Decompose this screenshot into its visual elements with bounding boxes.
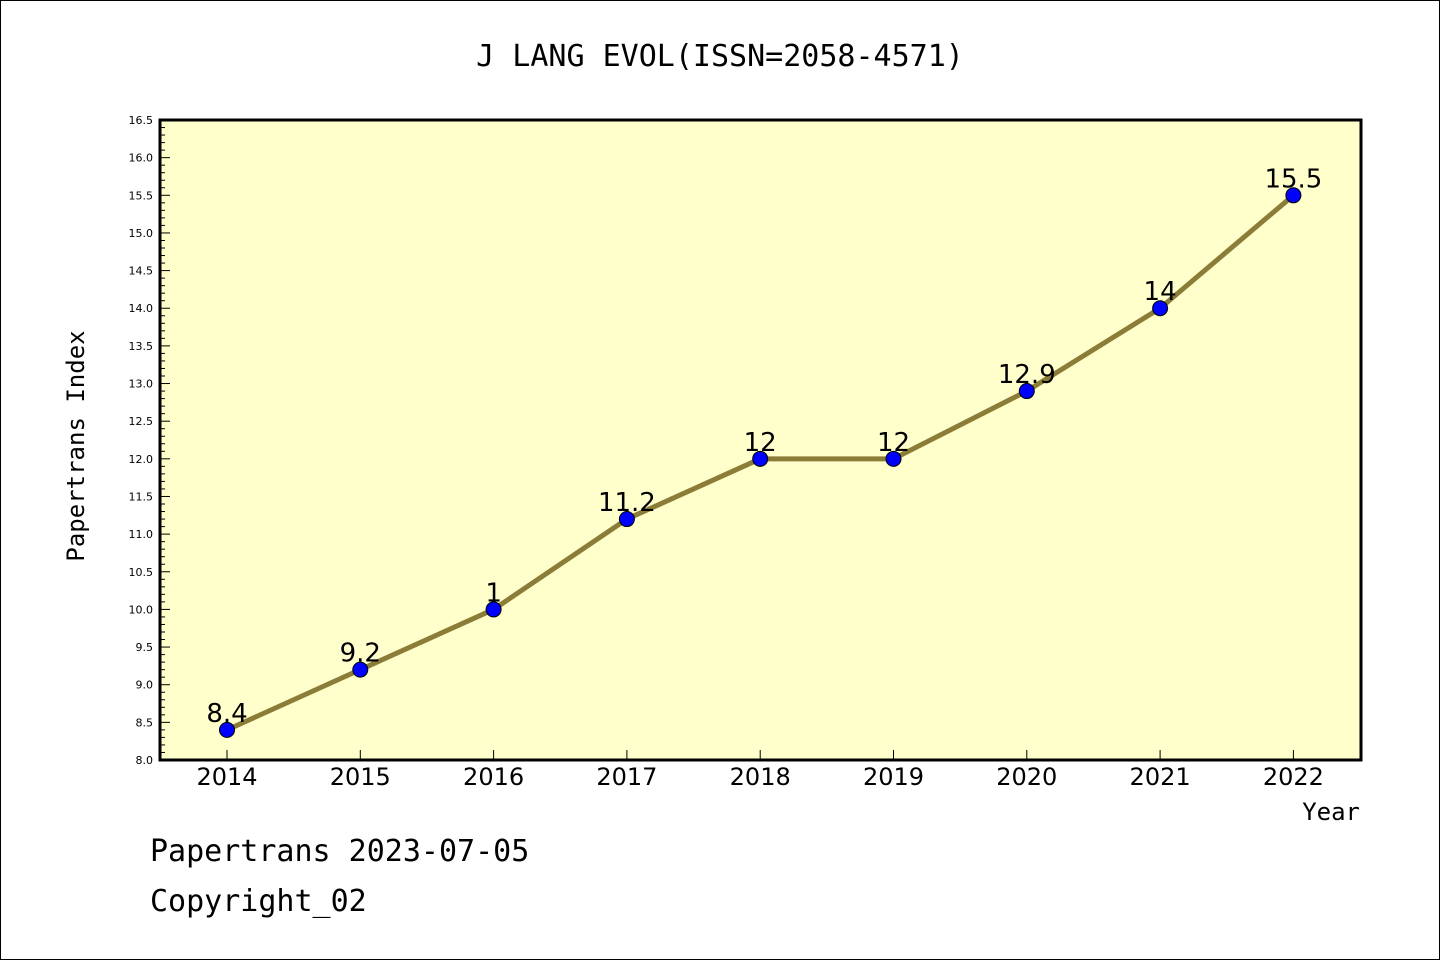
data-label: 15.5 [1264, 164, 1322, 194]
data-point [352, 661, 369, 678]
y-tick-label: 8.0 [136, 754, 154, 767]
data-label: 11.2 [598, 488, 656, 518]
footer-date-text: Papertrans 2023-07-05 [150, 834, 530, 869]
y-tick-label: 16.0 [129, 152, 154, 165]
y-tick-label: 9.5 [136, 641, 154, 654]
y-tick-label: 8.5 [136, 716, 154, 729]
data-point [618, 511, 635, 528]
y-tick-label: 15.5 [129, 189, 154, 202]
y-tick-label: 13.0 [129, 378, 154, 391]
y-axis-tick-labels: 8.0 8.5 9.0 9.5 10.0 10.5 11.0 11.5 12.0 12.5 13.0… [129, 114, 154, 767]
x-tick-label: 2021 [1130, 763, 1191, 791]
data-labels: 8.4 9.2 1 11.2 12 12 12.9 14 15.5 [206, 164, 1322, 729]
x-tick-label: 2015 [330, 763, 391, 791]
plot-border [158, 118, 1363, 762]
data-label: 8.4 [206, 699, 247, 729]
data-label: 1 [485, 578, 502, 608]
data-label: 12 [877, 428, 910, 458]
data-point [485, 601, 502, 618]
chart-title: J LANG EVOL(ISSN=2058-4571) [476, 39, 964, 74]
data-point [1018, 383, 1035, 400]
data-label: 9.2 [340, 639, 381, 669]
y-tick-label: 15.0 [129, 227, 154, 240]
x-tick-label: 2018 [730, 763, 791, 791]
series-markers [219, 187, 1302, 738]
x-tick-label: 2020 [996, 763, 1057, 791]
y-tick-label: 11.0 [129, 528, 154, 541]
y-tick-label: 13.5 [129, 340, 154, 353]
y-tick-label: 16.5 [129, 114, 154, 127]
data-label: 12 [744, 428, 777, 458]
data-point [1285, 187, 1302, 204]
x-tick-label: 2019 [863, 763, 924, 791]
x-tick-label: 2016 [463, 763, 524, 791]
y-tick-label: 12.5 [129, 415, 154, 428]
x-axis-tick-labels: 2014 2015 2016 2017 2018 2019 2020 2021 2022 [196, 763, 1323, 791]
y-tick-label: 14.5 [129, 265, 154, 278]
data-point [1152, 300, 1169, 317]
data-point [885, 450, 902, 467]
y-tick-label: 9.0 [136, 679, 154, 692]
x-tick-label: 2022 [1263, 763, 1324, 791]
data-label: 12.9 [998, 360, 1056, 390]
data-point [752, 450, 769, 467]
footer-copyright-text: Copyright_02 [150, 884, 367, 919]
data-point [219, 721, 235, 738]
y-tick-label: 11.5 [129, 490, 154, 503]
x-axis-label: Year [1302, 798, 1360, 826]
data-label: 14 [1144, 277, 1177, 307]
y-tick-label: 14.0 [129, 302, 154, 315]
x-tick-label: 2017 [596, 763, 657, 791]
x-axis-ticks [226, 750, 1294, 760]
y-tick-label: 12.0 [129, 453, 154, 466]
plot-area [160, 120, 1361, 760]
y-axis-label: Papertrans Index [62, 330, 90, 561]
x-tick-label: 2014 [196, 763, 257, 791]
y-tick-label: 10.0 [129, 603, 154, 616]
y-tick-label: 10.5 [129, 566, 154, 579]
